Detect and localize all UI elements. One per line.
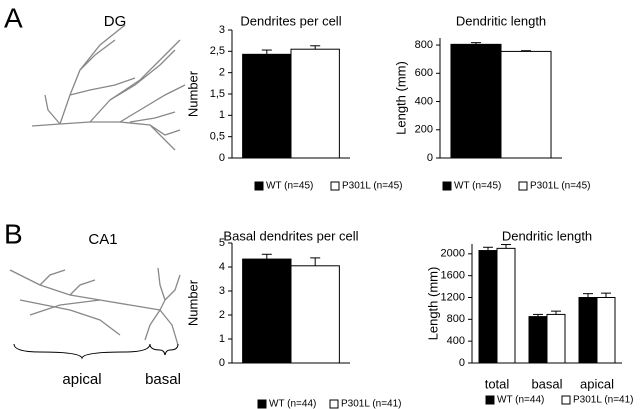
y-tick-label: 3 xyxy=(219,24,225,36)
y-tick-label: 1 xyxy=(219,333,225,345)
y-tick-label: 1600 xyxy=(441,270,465,282)
y-tick-label: 0,5 xyxy=(210,131,225,143)
legend-swatch xyxy=(561,395,571,405)
legend-label: P301L (n=45) xyxy=(342,181,403,192)
legend-swatch xyxy=(254,181,264,191)
annotation: apical xyxy=(62,371,101,388)
bar xyxy=(242,53,292,159)
y-tick-label: 400 xyxy=(447,335,465,347)
dg-neuron xyxy=(31,24,186,151)
legend-label: P301L (n=41) xyxy=(573,395,634,406)
bar xyxy=(596,296,616,364)
annotation: basal xyxy=(145,371,181,388)
panel-label: B xyxy=(4,218,23,249)
chart-title: Basal dendrites per cell xyxy=(223,228,358,243)
bar xyxy=(450,43,502,159)
legend-swatch xyxy=(442,181,452,191)
bar xyxy=(500,50,552,159)
legend-label: WT (n=45) xyxy=(454,181,501,192)
y-tick-label: 600 xyxy=(415,67,433,79)
bar xyxy=(290,265,340,364)
y-tick-label: 0 xyxy=(459,357,465,369)
y-axis-label: Length (mm) xyxy=(393,61,408,135)
y-tick-label: 800 xyxy=(415,39,433,51)
x-tick-label: basal xyxy=(531,376,562,391)
y-tick-label: 0 xyxy=(219,357,225,369)
y-tick-label: 0 xyxy=(219,152,225,164)
ca1-neuron xyxy=(9,267,181,360)
legend-label: WT (n=44) xyxy=(269,399,316,409)
bar xyxy=(528,316,548,364)
y-tick-label: 400 xyxy=(415,95,433,107)
y-axis-label: Number xyxy=(185,70,200,117)
chart-title: Dendrites per cell xyxy=(240,13,341,28)
y-tick-label: 5 xyxy=(219,237,225,249)
y-tick-label: 2000 xyxy=(441,248,465,260)
y-tick-label: 4 xyxy=(219,261,225,273)
legend-swatch xyxy=(330,181,340,191)
y-axis-label: Number xyxy=(185,279,200,326)
legend-label: P301L (n=41) xyxy=(341,399,402,409)
panel-label: A xyxy=(4,2,23,33)
legend-swatch xyxy=(257,399,267,409)
y-tick-label: 1,5 xyxy=(210,88,225,100)
legend-label: P301L (n=45) xyxy=(530,181,591,192)
x-tick-label: apical xyxy=(580,376,614,391)
y-tick-label: 2,5 xyxy=(210,45,225,57)
bar xyxy=(478,250,498,364)
region-label: DG xyxy=(104,13,127,30)
bar xyxy=(578,296,598,364)
y-tick-label: 1200 xyxy=(441,291,465,303)
legend-label: WT (n=45) xyxy=(266,181,313,192)
legend-swatch xyxy=(518,181,528,191)
chart-title: Dendritic length xyxy=(456,13,546,28)
chart-title: Dendritic length xyxy=(502,228,592,243)
legend-swatch xyxy=(485,395,495,405)
y-tick-label: 2 xyxy=(219,67,225,79)
legend-swatch xyxy=(329,399,339,409)
bar xyxy=(546,313,566,364)
y-tick-label: 1 xyxy=(219,109,225,121)
bar xyxy=(290,48,340,159)
y-tick-label: 2 xyxy=(219,309,225,321)
legend-label: WT (n=44) xyxy=(497,395,544,406)
x-tick-label: total xyxy=(485,376,510,391)
region-label: CA1 xyxy=(88,231,117,248)
bar xyxy=(242,258,292,364)
y-tick-label: 0 xyxy=(427,152,433,164)
y-tick-label: 3 xyxy=(219,285,225,297)
bar xyxy=(496,247,516,364)
y-tick-label: 200 xyxy=(415,124,433,136)
y-axis-label: Length (mm) xyxy=(425,267,440,341)
y-tick-label: 800 xyxy=(447,313,465,325)
